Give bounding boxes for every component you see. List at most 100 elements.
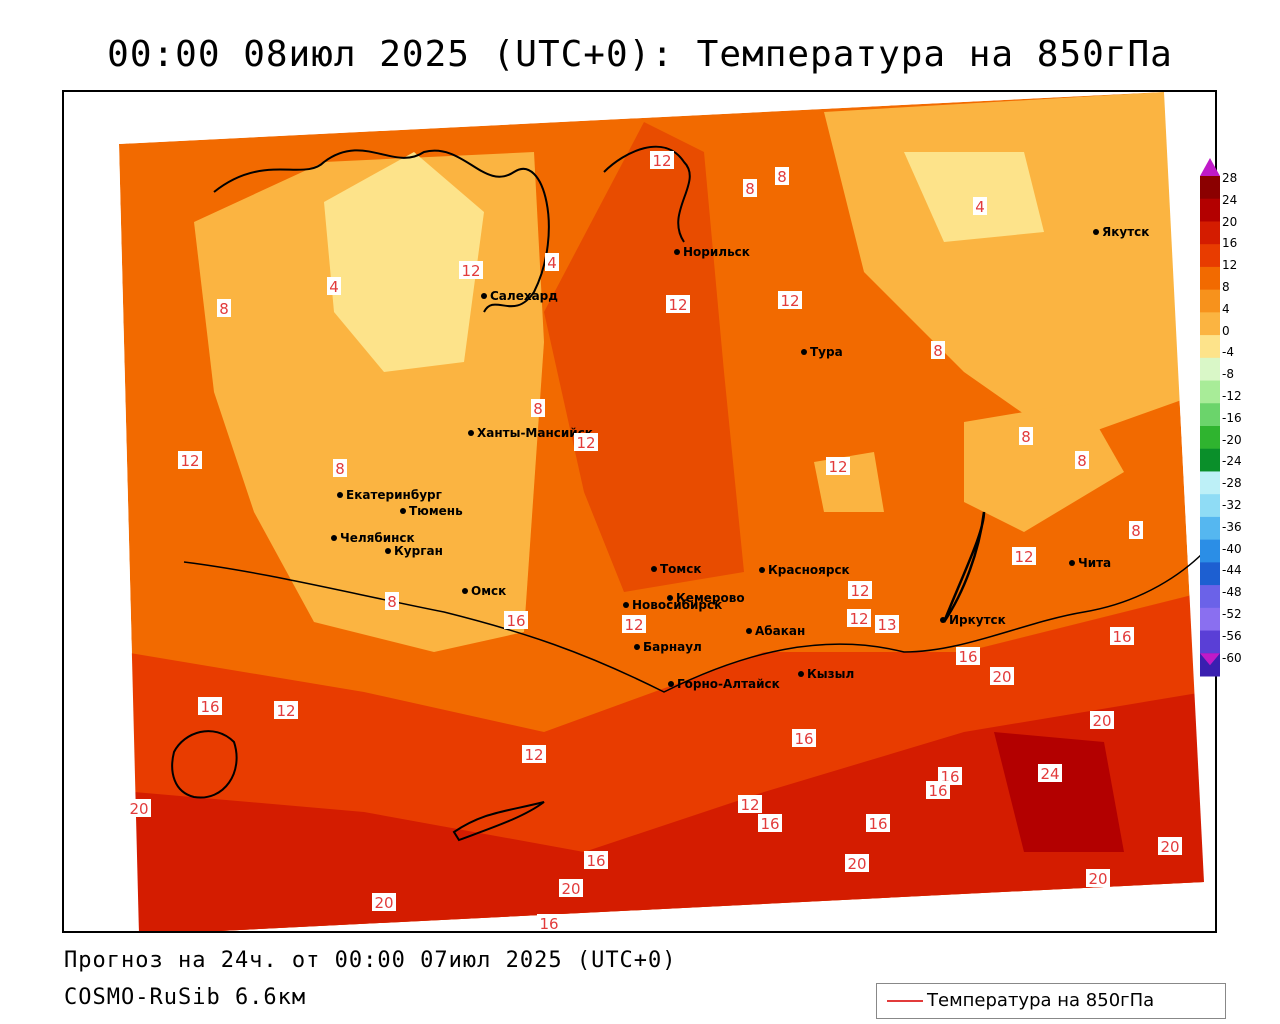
isotherm-label: 8: [1075, 451, 1089, 470]
svg-text:20: 20: [129, 800, 148, 818]
isotherm-label: 20: [372, 893, 396, 912]
isotherm-label: 8: [1129, 521, 1143, 540]
svg-text:8: 8: [1077, 452, 1087, 470]
svg-text:12: 12: [780, 292, 799, 310]
colorbar-tick-label: -4: [1222, 345, 1234, 360]
colorbar-tick-label: 24: [1222, 192, 1238, 207]
colorbar-segment: [1200, 266, 1220, 291]
isotherm-label: 8: [333, 459, 347, 478]
city-label: Салехард: [490, 289, 558, 303]
city-marker: [668, 681, 674, 687]
lake-balkhash: [452, 801, 545, 842]
svg-text:8: 8: [745, 180, 755, 198]
isotherm-label: 12: [274, 701, 298, 720]
colorbar-segment: [1200, 403, 1220, 427]
isotherm-label: 12: [826, 457, 850, 476]
svg-text:12: 12: [524, 746, 543, 764]
svg-text:8: 8: [1131, 522, 1141, 540]
field-zone-8-ne: [964, 402, 1124, 532]
forecast-text: Прогноз на 24ч. от 00:00 07июл 2025 (UTC…: [64, 948, 677, 973]
isotherm-label: 4: [545, 253, 559, 272]
colorbar-tick-label: 12: [1222, 258, 1238, 273]
city-marker: [385, 548, 391, 554]
isotherm-label: 12: [622, 615, 646, 634]
svg-text:8: 8: [1021, 428, 1031, 446]
coastline-taymyr: [603, 145, 691, 243]
svg-text:8: 8: [335, 460, 345, 478]
colorbar-top-arrow: [1200, 158, 1220, 176]
colorbar-segment: [1200, 630, 1220, 654]
field-zone-4-west: [324, 152, 484, 372]
city-marker: [1093, 229, 1099, 235]
colorbar-bottom-arrow: [1200, 653, 1220, 666]
colorbar-tick-label: -28: [1222, 476, 1242, 491]
svg-text:4: 4: [329, 278, 339, 296]
city-label: Кемерово: [676, 591, 745, 605]
colorbar-tick-label: -16: [1222, 410, 1242, 425]
city-label: Красноярск: [768, 563, 850, 577]
colorbar-segment: [1200, 426, 1220, 450]
colorbar-segment: [1200, 585, 1220, 609]
city-label: Горно-Алтайск: [677, 677, 780, 691]
legend: Температура на 850гПа: [876, 983, 1226, 1019]
colorbar-segment: [1200, 471, 1220, 495]
isotherm-label: 8: [775, 167, 789, 186]
colorbar-tick-label: 16: [1222, 236, 1238, 251]
isotherm-label: 20: [1158, 837, 1182, 856]
colorbar-tick-label: -44: [1222, 563, 1242, 578]
isotherm-label: 20: [127, 799, 151, 818]
city-label: Новосибирск: [632, 598, 722, 612]
field-zone-24: [994, 732, 1124, 852]
isotherm-label: 12: [666, 295, 690, 314]
isotherm-label: 4: [973, 197, 987, 216]
city-marker: [798, 671, 804, 677]
colorbar-segment: [1200, 607, 1220, 632]
colorbar-tick-label: -24: [1222, 454, 1242, 469]
svg-text:12: 12: [576, 434, 595, 452]
city-marker: [1069, 560, 1075, 566]
isotherm-label: 8: [531, 399, 545, 418]
colorbar-tick-label: 4: [1222, 301, 1230, 316]
svg-text:16: 16: [539, 915, 558, 933]
svg-text:20: 20: [992, 668, 1011, 686]
colorbar-tick-label: -8: [1222, 367, 1234, 382]
isotherm-label: 16: [926, 781, 950, 800]
colorbar-tick-label: -36: [1222, 519, 1242, 534]
colorbar-tick-label: -60: [1222, 650, 1242, 665]
city-label: Челябинск: [340, 531, 415, 545]
colorbar-segment: [1200, 380, 1220, 404]
svg-text:16: 16: [928, 782, 947, 800]
svg-text:12: 12: [668, 296, 687, 314]
svg-text:12: 12: [624, 616, 643, 634]
isotherm-label: 16: [866, 814, 890, 833]
field-zone-20: [134, 692, 1204, 931]
legend-label: Температура на 850гПа: [927, 990, 1155, 1011]
isotherm-label: 12: [738, 795, 762, 814]
svg-text:20: 20: [374, 894, 393, 912]
city-label: Иркутск: [949, 613, 1006, 627]
isotherm-label: 16: [537, 914, 561, 933]
isotherm-label: 8: [217, 299, 231, 318]
isotherm-label: 20: [990, 667, 1014, 686]
svg-text:16: 16: [200, 698, 219, 716]
svg-text:16: 16: [760, 815, 779, 833]
svg-text:8: 8: [533, 400, 543, 418]
svg-text:20: 20: [847, 855, 866, 873]
svg-text:20: 20: [1160, 838, 1179, 856]
svg-text:20: 20: [561, 880, 580, 898]
field-zone-12-tongue: [544, 122, 744, 592]
colorbar-segment: [1200, 244, 1220, 268]
isotherm-label: 16: [758, 814, 782, 833]
colorbar-segment: [1200, 494, 1220, 518]
isotherm-label: 12: [650, 151, 674, 170]
isotherm-label: 12: [574, 433, 598, 452]
colorbar-svg: [1200, 158, 1220, 677]
city-label: Томск: [660, 562, 702, 576]
colorbar-segment: [1200, 562, 1220, 586]
svg-text:12: 12: [828, 458, 847, 476]
colorbar-segment: [1200, 221, 1220, 245]
city-marker: [462, 588, 468, 594]
city-label: Курган: [394, 544, 443, 558]
svg-text:24: 24: [1040, 765, 1059, 783]
city-label: Норильск: [683, 245, 750, 259]
